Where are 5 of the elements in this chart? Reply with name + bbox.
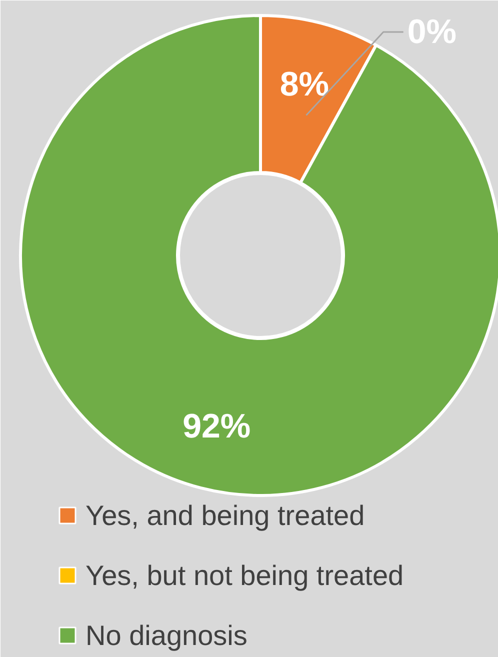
legend-label: No diagnosis: [86, 620, 248, 651]
legend-label: Yes, but not being treated: [86, 560, 404, 591]
data-label: 92%: [182, 407, 251, 446]
data-label: 8%: [280, 66, 329, 104]
legend-label: Yes, and being treated: [86, 500, 365, 531]
